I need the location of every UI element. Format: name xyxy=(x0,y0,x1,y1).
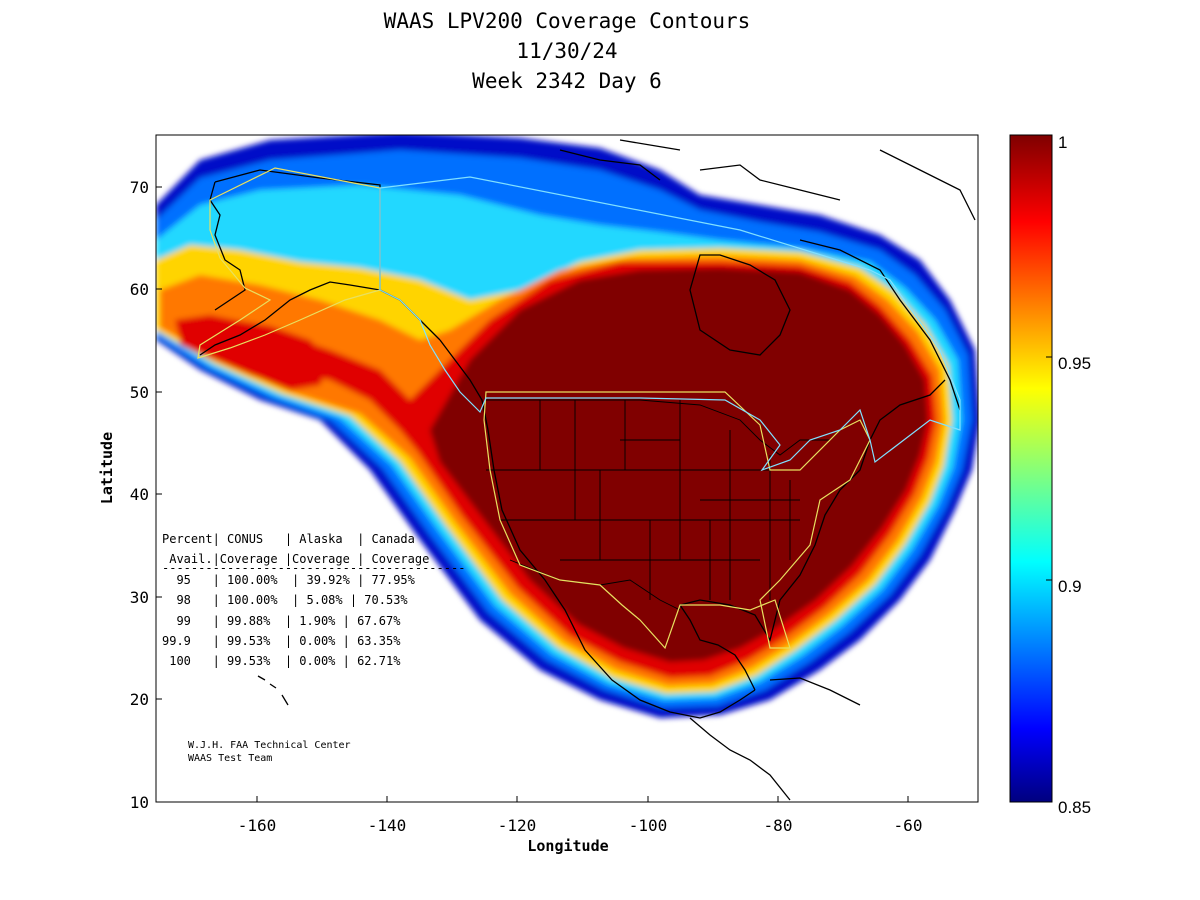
colorbar xyxy=(1009,134,1053,803)
x-tick-label: -140 xyxy=(368,816,407,835)
table-header-2: Avail.|Coverage |Coverage | Coverage xyxy=(162,552,429,566)
x-tick-label: -120 xyxy=(498,816,537,835)
credit-line-1: W.J.H. FAA Technical Center xyxy=(188,740,351,751)
contour-1-00 xyxy=(430,268,928,662)
title-line-2: 11/30/24 xyxy=(516,39,618,63)
colorbar-tick-label: 1 xyxy=(1058,133,1067,152)
x-tick-marks xyxy=(256,796,909,802)
labrador-coast xyxy=(799,239,961,411)
coverage-contours xyxy=(156,135,978,718)
table-row: 95 | 100.00% | 39.92% | 77.95% xyxy=(162,573,416,587)
y-tick-label: 10 xyxy=(130,793,149,812)
colorbar-tick-label: 0.95 xyxy=(1058,354,1091,373)
cuba xyxy=(769,677,861,706)
colorbar-tick-label: 0.9 xyxy=(1058,577,1082,596)
table-row: 99.9 | 99.53% | 0.00% | 63.35% xyxy=(162,634,401,648)
hudson-bay xyxy=(689,254,791,356)
y-tick-label: 60 xyxy=(130,280,149,299)
x-axis-label: Longitude xyxy=(527,837,608,855)
colorbar-ticks xyxy=(1046,134,1052,803)
y-tick-label: 20 xyxy=(130,690,149,709)
central-america xyxy=(689,717,791,801)
gulf-east-coast xyxy=(678,379,946,691)
hawaii xyxy=(257,675,289,706)
x-tick-label: -160 xyxy=(238,816,277,835)
colorbar-tick-labels: 1 0.95 0.9 0.85 xyxy=(1058,133,1091,817)
x-tick-label: -100 xyxy=(629,816,668,835)
coastlines xyxy=(199,139,976,801)
canada-boundary xyxy=(379,176,961,472)
x-tick-label: -60 xyxy=(894,816,923,835)
y-axis-label: Latitude xyxy=(98,432,116,504)
y-tick-label: 30 xyxy=(130,588,149,607)
state-lines xyxy=(486,400,800,600)
arctic-islands xyxy=(559,139,976,221)
chart-title: WAAS LPV200 Coverage Contours 11/30/24 W… xyxy=(156,6,978,96)
title-line-1: WAAS LPV200 Coverage Contours xyxy=(383,9,751,33)
north-america-west-coast xyxy=(439,339,756,719)
table-row: 98 | 100.00% | 5.08% | 70.53% xyxy=(162,593,408,607)
table-row: 100 | 99.53% | 0.00% | 62.71% xyxy=(162,654,401,668)
service-volumes xyxy=(197,167,961,650)
table-header-1: Percent| CONUS | Alaska | Canada xyxy=(162,532,415,546)
title-line-3: Week 2342 Day 6 xyxy=(472,69,662,93)
coverage-table: Percent| CONUS | Alaska | Canada Avail.|… xyxy=(162,532,465,668)
y-tick-label: 50 xyxy=(130,383,149,402)
table-row: 99 | 99.88% | 1.90% | 67.67% xyxy=(162,614,401,628)
contour-alaska-red xyxy=(180,318,330,390)
y-tick-label: 40 xyxy=(130,485,149,504)
us-canada-border xyxy=(486,399,851,456)
y-tick-label: 70 xyxy=(130,178,149,197)
colorbar-tick-label: 0.85 xyxy=(1058,798,1091,817)
conus-boundary xyxy=(483,391,871,650)
x-tick-label: -80 xyxy=(764,816,793,835)
table-separator: ----------------------------------------… xyxy=(162,561,465,575)
y-tick-marks xyxy=(156,186,162,803)
plot-frame xyxy=(155,134,979,803)
credit-line-2: WAAS Test Team xyxy=(188,753,272,764)
x-tick-labels: -160 -140 -120 -100 -80 -60 xyxy=(238,816,923,835)
y-tick-labels: 10 20 30 40 50 60 70 xyxy=(130,178,149,812)
